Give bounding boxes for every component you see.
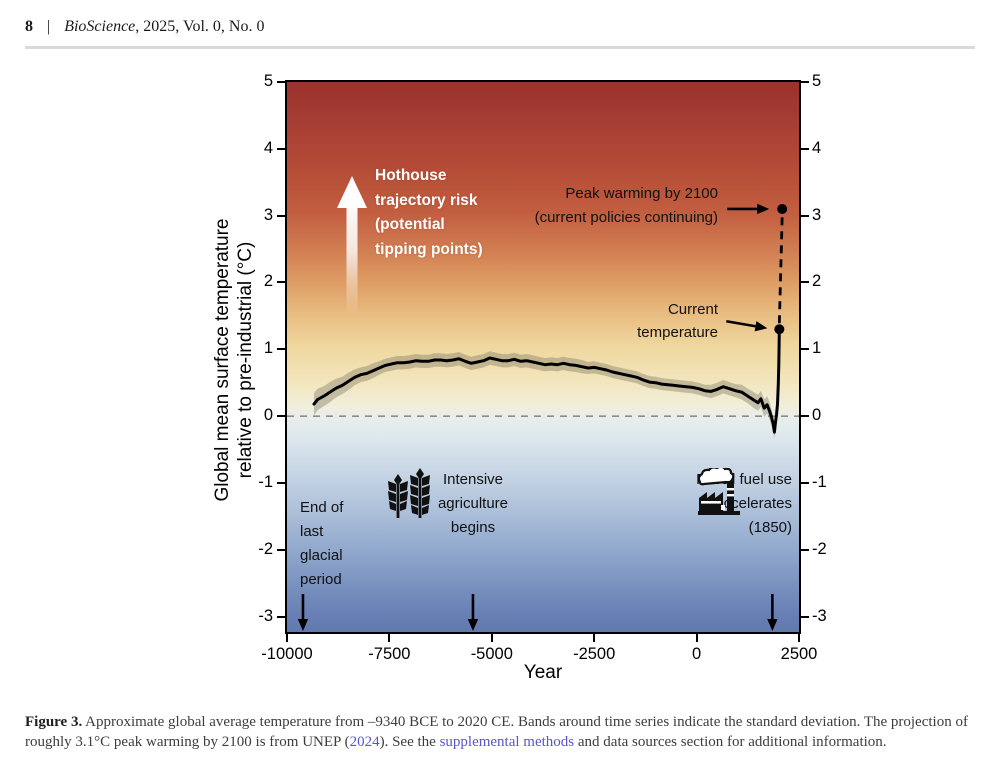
x-tick-label: -7500 [368,645,411,663]
caption-link-unep-2024[interactable]: 2024 [349,733,380,750]
y-tick-label-left: -1 [258,472,273,491]
hothouse-line2: trajectory risk [375,191,478,209]
y-tick-left [277,615,285,618]
glacial-line1: End of [300,499,344,516]
current-temperature-annotation: Current temperature [637,298,718,344]
y-tick-label-left: 2 [263,272,273,291]
y-tick-label-left: 1 [263,339,273,358]
y-tick-right [801,481,809,484]
x-axis-title: Year [523,662,563,683]
caption-figure-label: Figure 3. [25,714,83,730]
journal-name: BioScience [64,18,136,35]
y-tick-right [801,615,809,618]
x-tick [388,634,391,642]
page-number: 8 [25,18,33,35]
y-tick-left [277,214,285,217]
current-temp-line2: temperature [637,324,718,341]
y-tick-label-right: 5 [812,72,822,90]
y-tick-left [277,281,285,284]
caption-text-1: Approximate global average temperature f… [25,714,968,750]
y-tick-right [801,147,809,150]
y-tick-right [801,81,809,83]
y-tick-right [801,214,809,217]
hothouse-line3: (potential [375,216,445,233]
caption-text-3: and data sources section for additional … [574,733,887,750]
y-tick-label-right: -3 [812,606,827,625]
y-tick-label-right: 3 [812,205,822,224]
x-tick [286,634,288,642]
x-tick-label: -2500 [573,645,616,663]
y-tick-label-right: -2 [812,539,827,558]
y-tick-label-left: -2 [258,539,273,558]
agriculture-annotation: Intensive agriculture begins [383,468,563,540]
y-tick-label-right: -1 [812,472,827,491]
header-separator: | [47,18,51,35]
hothouse-line4: tipping points) [375,240,483,258]
glacial-line2: last [300,523,324,540]
y-tick-left [277,81,285,83]
agriculture-line2: agriculture [437,495,509,512]
y-tick-label-right: 1 [812,339,822,358]
header-divider [25,46,975,49]
x-tick [798,634,800,642]
page-header: 8 | BioScience, 2025, Vol. 0, No. 0 [25,18,264,36]
y-tick-left [277,348,285,351]
y-tick-label-left: 4 [263,138,273,157]
hothouse-risk-annotation: Hothouse trajectory risk (potential tipp… [375,164,483,262]
chart-canvas [287,176,799,631]
y-tick-label-left: 0 [263,406,273,425]
y-tick-left [277,481,285,484]
x-tick [695,634,698,642]
y-tick-right [801,548,809,551]
fossil-line2: accelerates [715,495,792,512]
peak-warming-line1: Peak warming by 2100 [565,185,718,202]
caption-text-2: ). See the [379,733,440,750]
y-tick-label-left: -3 [258,606,273,625]
caption-link-supplemental-methods[interactable]: supplemental methods [439,733,575,750]
glacial-line4: period [300,571,342,588]
x-tick [490,634,493,642]
temperature-chart: Hothouse trajectory risk (potential tipp… [285,80,801,634]
fossil-line3: (1850) [748,519,792,536]
glacial-period-annotation: End of last glacial period [300,496,343,592]
fossil-line1: Fossil fuel use [696,471,792,488]
x-tick-label: 2500 [780,645,818,663]
y-tick-left [277,147,285,150]
journal-citation: BioScience, 2025, Vol. 0, No. 0 [64,18,264,36]
x-tick-label: -10000 [261,645,313,663]
y-tick-label-left: 5 [263,72,273,90]
agriculture-line1: Intensive [442,471,504,488]
y-tick-right [801,415,809,418]
y-axis-title-line1: Global mean surface temperature [212,218,233,502]
x-tick-label: -5000 [470,645,513,663]
figure-caption: Figure 3. Approximate global average tem… [25,713,975,752]
current-temp-line1: Current [667,301,718,318]
y-tick-right [801,281,809,284]
fossil-fuel-annotation: Fossil fuel use accelerates (1850) [696,468,792,540]
y-tick-left [277,548,285,551]
peak-warming-line2: (current policies continuing) [534,209,718,226]
y-tick-label-right: 2 [812,272,822,291]
y-tick-label-left: 3 [263,205,273,224]
y-tick-right [801,348,809,351]
x-tick-label: 0 [692,645,702,663]
y-tick-label-right: 4 [812,138,822,157]
x-tick [593,634,596,642]
y-tick-left [277,415,285,418]
hothouse-line1: Hothouse [375,167,447,184]
journal-issue-info: , 2025, Vol. 0, No. 0 [135,18,265,35]
y-tick-label-right: 0 [812,406,822,425]
peak-warming-annotation: Peak warming by 2100 (current policies c… [535,182,718,230]
glacial-line3: glacial [300,547,343,564]
agriculture-line3: begins [450,519,496,536]
